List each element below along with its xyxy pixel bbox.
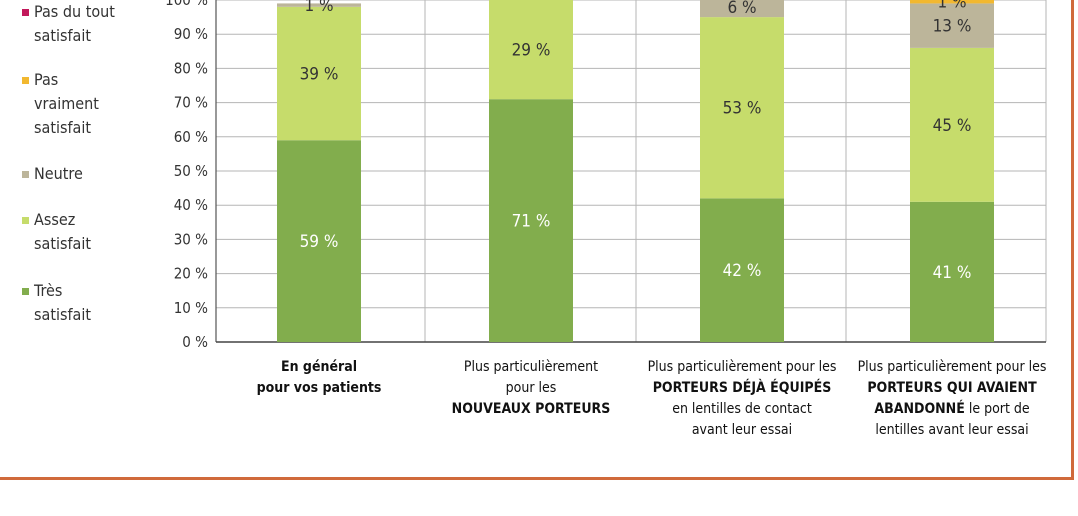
bar-segment — [910, 47, 994, 202]
legend-label: Très satisfait — [34, 281, 91, 324]
x-tick-label: Plus particulièrement pour les NOUVEAUX PO… — [451, 359, 611, 417]
y-tick-label: 40 % — [174, 196, 208, 214]
legend-item: Assez satisfait — [22, 208, 144, 256]
x-tick-label: Plus particulièrement pour les PORTEURS D… — [647, 359, 837, 438]
legend-item: Pas du tout satisfait — [22, 0, 144, 48]
data-label: 1 % — [937, 0, 966, 13]
legend-swatch — [22, 171, 29, 178]
bar-segment — [489, 0, 573, 100]
data-label: 71 % — [512, 212, 551, 232]
legend-item: Très satisfait — [22, 279, 144, 327]
legend-swatch — [22, 217, 29, 224]
y-tick-label: 20 % — [174, 265, 208, 283]
legend-swatch — [22, 288, 29, 295]
data-label: 6 % — [727, 0, 756, 18]
data-label: 13 % — [933, 17, 972, 37]
legend-swatch — [22, 77, 29, 84]
legend-label: Pas du tout satisfait — [34, 2, 115, 45]
bar-segment — [489, 99, 573, 343]
y-tick-label: 10 % — [174, 299, 208, 317]
data-label: 45 % — [933, 116, 972, 136]
data-label: 59 % — [300, 232, 339, 252]
bar-segment — [277, 3, 361, 7]
data-label: 39 % — [300, 65, 339, 85]
bar-segment — [277, 140, 361, 342]
bar-segment — [910, 3, 994, 48]
y-tick-label: 0 % — [182, 333, 208, 351]
chart-frame — [0, 0, 1074, 480]
bar-segment — [277, 6, 361, 141]
data-label: 53 % — [723, 99, 762, 119]
data-label: 1 % — [304, 0, 333, 16]
y-tick-label: 90 % — [174, 25, 208, 43]
bar-segment — [700, 0, 784, 18]
y-tick-label: 80 % — [174, 59, 208, 77]
legend-item: Neutre — [22, 162, 144, 186]
x-tick-label: Plus particulièrement pour les PORTEURS Q… — [857, 359, 1047, 438]
data-label: 29 % — [512, 41, 551, 61]
legend-label: Neutre — [34, 164, 83, 183]
data-label: 41 % — [933, 263, 972, 283]
y-tick-label: 50 % — [174, 162, 208, 180]
x-tick-label: En général pour vos patients — [256, 359, 382, 396]
y-tick-label: 70 % — [174, 94, 208, 112]
legend-item: Pas vraiment satisfait — [22, 68, 144, 140]
y-tick-label: 60 % — [174, 128, 208, 146]
data-label: 42 % — [723, 261, 762, 281]
y-tick-label: 30 % — [174, 230, 208, 248]
legend-label: Pas vraiment satisfait — [34, 70, 99, 137]
bar-segment — [910, 0, 994, 4]
bar-segment — [700, 17, 784, 199]
bar-segment — [910, 201, 994, 342]
legend-label: Assez satisfait — [34, 210, 91, 253]
legend-swatch — [22, 9, 29, 16]
bar-segment — [700, 198, 784, 342]
y-tick-label: 100 % — [165, 0, 208, 9]
